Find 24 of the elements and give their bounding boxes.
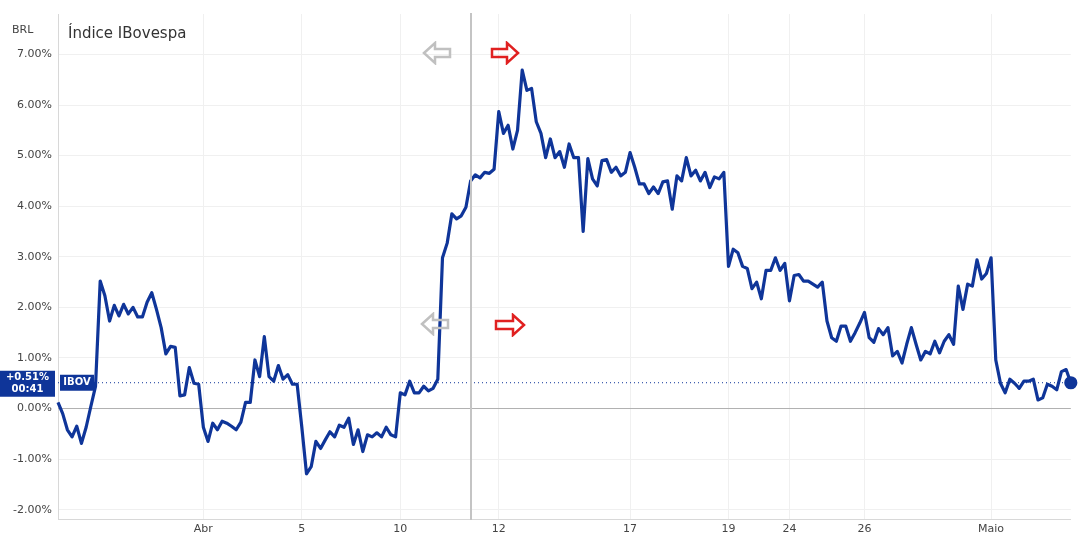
x-tick-label: 26 [857,522,872,536]
x-tick-label: Abr [193,522,214,536]
y-tick-label: 1.00% [17,350,52,364]
text: BRL [12,22,35,36]
x-tick-label: 19 [721,522,736,536]
y-tick-label: -2.00% [13,502,52,516]
y-tick-label: 7.00% [17,47,52,61]
y-tick-label: 4.00% [17,199,52,213]
y-tick-label: -1.00% [13,451,52,465]
annotation: IBOV [63,376,91,388]
text: Índice IBovespa [68,22,187,42]
x-tick-label: Maio [978,522,1005,536]
x-tick-label: 12 [491,522,506,536]
y-tick-label: 0.00% [17,401,52,415]
y-tick-label: 6.00% [17,97,52,111]
y-tick-label: 2.00% [17,300,52,314]
y-tick-label: 5.00% [17,148,52,162]
x-tick-label: 17 [623,522,638,536]
y-tick-label: 3.00% [17,249,52,263]
x-tick-label: 5 [298,522,306,536]
x-tick-label: 24 [782,522,797,536]
ref-line-label: +0.51% [5,371,50,383]
text: 00:41 [11,383,44,395]
x-tick-label: 10 [393,522,408,536]
